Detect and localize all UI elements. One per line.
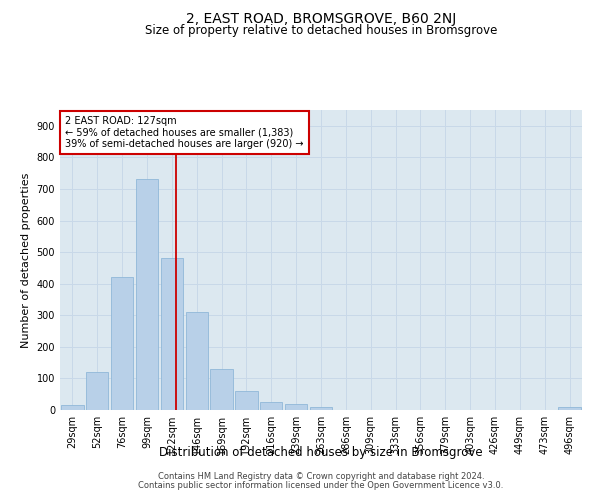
Text: Contains HM Land Registry data © Crown copyright and database right 2024.: Contains HM Land Registry data © Crown c… [158, 472, 484, 481]
Bar [136, 180, 158, 410]
Bar [61, 406, 83, 410]
Bar [86, 372, 109, 410]
Bar [211, 369, 233, 410]
Bar [161, 258, 183, 410]
Text: Contains public sector information licensed under the Open Government Licence v3: Contains public sector information licen… [139, 481, 503, 490]
Bar [310, 407, 332, 410]
Bar [559, 407, 581, 410]
Bar [185, 312, 208, 410]
Bar [111, 278, 133, 410]
Bar [260, 402, 283, 410]
Text: Size of property relative to detached houses in Bromsgrove: Size of property relative to detached ho… [145, 24, 497, 37]
Text: 2 EAST ROAD: 127sqm
← 59% of detached houses are smaller (1,383)
39% of semi-det: 2 EAST ROAD: 127sqm ← 59% of detached ho… [65, 116, 304, 149]
Y-axis label: Number of detached properties: Number of detached properties [21, 172, 31, 348]
Bar [285, 404, 307, 410]
Bar [235, 391, 257, 410]
Text: 2, EAST ROAD, BROMSGROVE, B60 2NJ: 2, EAST ROAD, BROMSGROVE, B60 2NJ [186, 12, 456, 26]
Text: Distribution of detached houses by size in Bromsgrove: Distribution of detached houses by size … [159, 446, 483, 459]
